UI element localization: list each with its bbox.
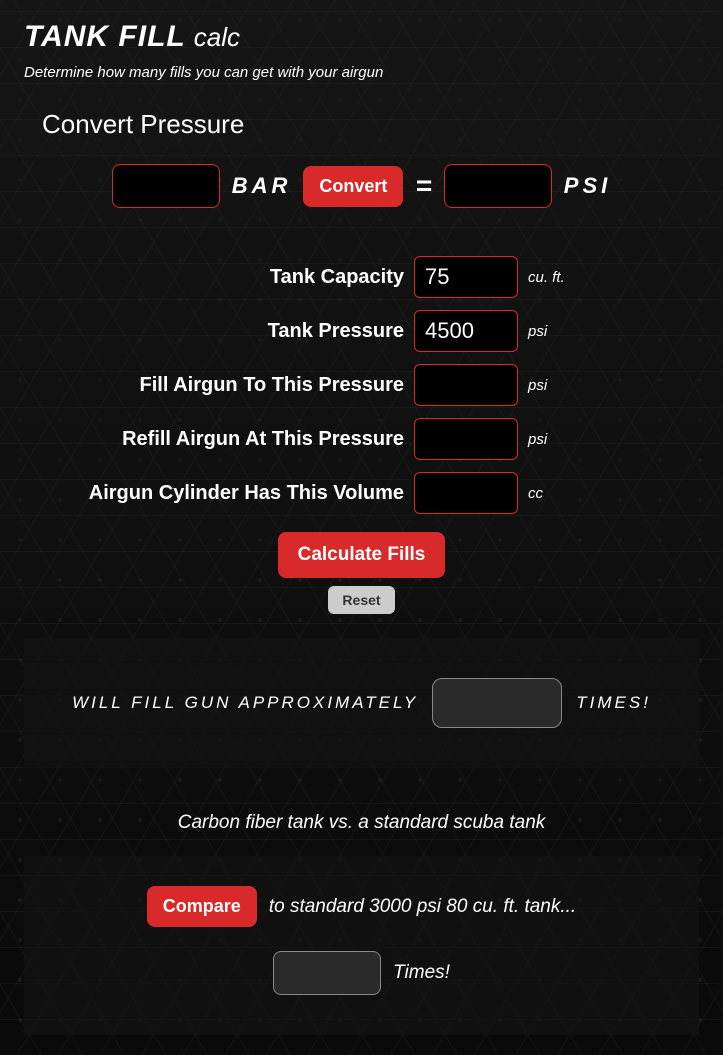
psi-label: PSI: [564, 173, 611, 199]
equals-sign: =: [415, 170, 431, 202]
form-unit: cc: [528, 485, 588, 502]
compare-button[interactable]: Compare: [147, 886, 257, 927]
result-prefix: WILL FILL GUN APPROXIMATELY: [72, 693, 418, 713]
convert-heading: Convert Pressure: [42, 109, 699, 140]
compare-value-box: [273, 951, 381, 995]
compare-text: to standard 3000 psi 80 cu. ft. tank...: [269, 896, 576, 918]
compare-result: Times!: [44, 951, 679, 995]
page-title: TANK FILL calc: [24, 20, 699, 54]
result-panel: WILL FILL GUN APPROXIMATELY TIMES!: [24, 638, 699, 768]
result-suffix: TIMES!: [576, 693, 651, 713]
title-strong: TANK FILL: [24, 20, 186, 54]
psi-input[interactable]: [444, 164, 552, 208]
refill-pressure-input[interactable]: [414, 418, 518, 460]
compare-panel: Compare to standard 3000 psi 80 cu. ft. …: [24, 856, 699, 1035]
compare-heading: Carbon fiber tank vs. a standard scuba t…: [24, 812, 699, 834]
calculate-button[interactable]: Calculate Fills: [278, 532, 446, 578]
form-unit: psi: [528, 431, 588, 448]
form-row: Refill Airgun At This Pressure psi: [24, 418, 699, 460]
form-label: Fill Airgun To This Pressure: [24, 374, 404, 397]
form-row: Tank Capacity cu. ft.: [24, 256, 699, 298]
reset-button[interactable]: Reset: [328, 586, 394, 614]
title-light: calc: [194, 22, 240, 53]
bar-input[interactable]: [112, 164, 220, 208]
convert-button[interactable]: Convert: [303, 166, 403, 207]
page-subtitle: Determine how many fills you can get wit…: [24, 64, 699, 81]
form-label: Tank Capacity: [24, 266, 404, 289]
button-row: Calculate Fills Reset: [24, 532, 699, 614]
form-row: Tank Pressure psi: [24, 310, 699, 352]
fill-pressure-input[interactable]: [414, 364, 518, 406]
convert-row: BAR Convert = PSI: [24, 164, 699, 208]
form-section: Tank Capacity cu. ft. Tank Pressure psi …: [24, 256, 699, 514]
result-value-box: [432, 678, 562, 728]
form-label: Airgun Cylinder Has This Volume: [24, 482, 404, 505]
form-unit: cu. ft.: [528, 269, 588, 286]
form-unit: psi: [528, 323, 588, 340]
form-row: Fill Airgun To This Pressure psi: [24, 364, 699, 406]
bar-label: BAR: [232, 173, 292, 199]
cylinder-volume-input[interactable]: [414, 472, 518, 514]
form-row: Airgun Cylinder Has This Volume cc: [24, 472, 699, 514]
tank-pressure-input[interactable]: [414, 310, 518, 352]
tank-capacity-input[interactable]: [414, 256, 518, 298]
form-label: Refill Airgun At This Pressure: [24, 428, 404, 451]
form-unit: psi: [528, 377, 588, 394]
times-label: Times!: [393, 962, 450, 984]
compare-row: Compare to standard 3000 psi 80 cu. ft. …: [44, 886, 679, 927]
form-label: Tank Pressure: [24, 320, 404, 343]
